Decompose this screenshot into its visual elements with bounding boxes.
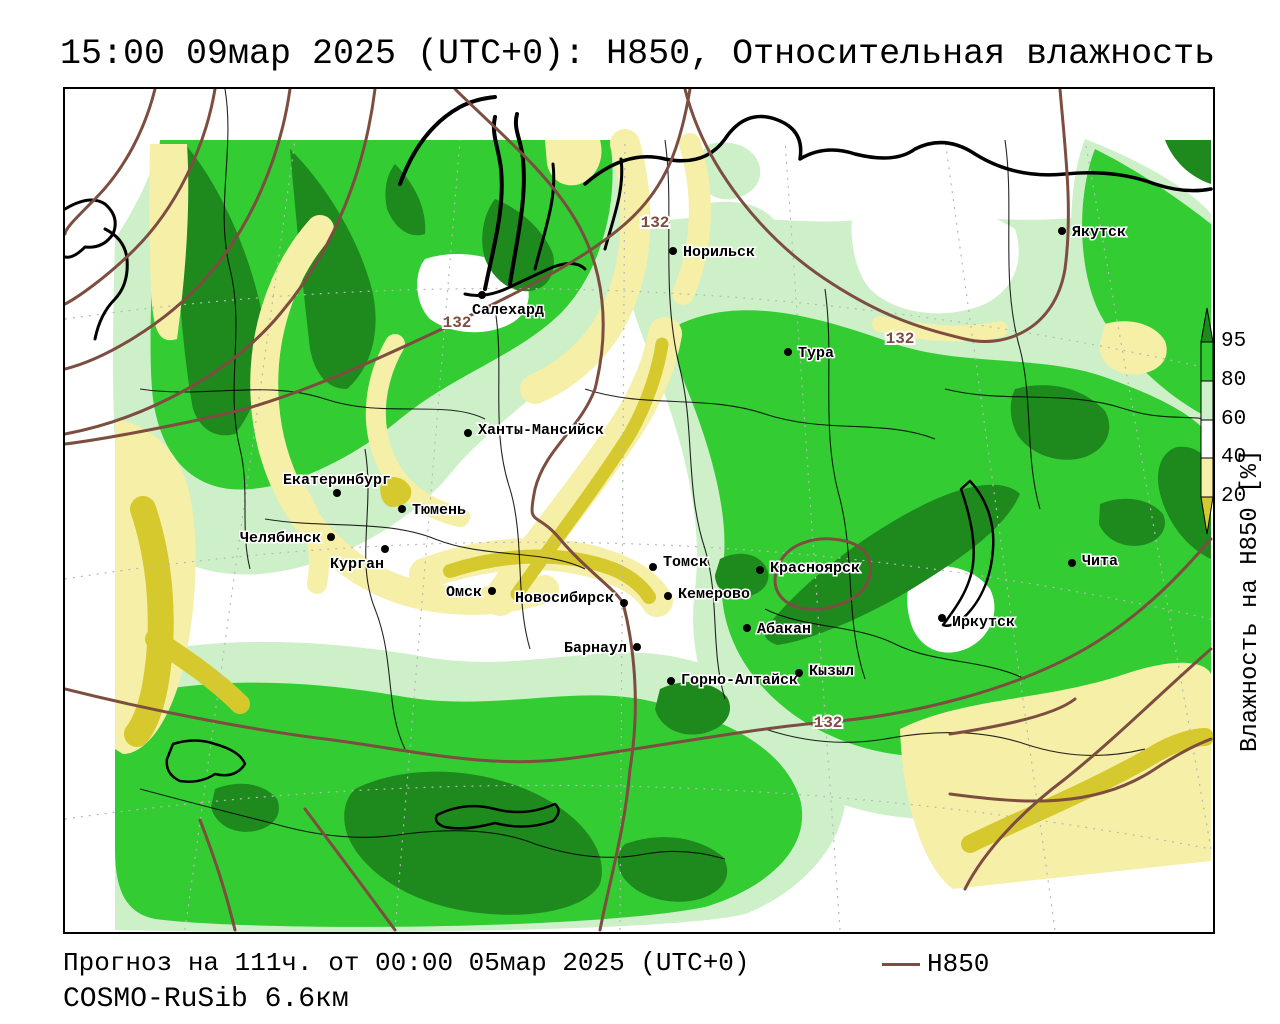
city-label: Тюмень bbox=[412, 502, 466, 519]
city-dot bbox=[664, 592, 672, 600]
contour-value-labels: 132 132 132 132 bbox=[441, 212, 917, 734]
city-label: Якутск bbox=[1072, 224, 1126, 241]
city-label: Абакан bbox=[757, 621, 811, 638]
city-label: Чита bbox=[1082, 553, 1118, 570]
h850-legend-line bbox=[882, 963, 920, 966]
city-dot bbox=[1058, 227, 1066, 235]
coastlines bbox=[65, 95, 1213, 830]
h850-contours bbox=[65, 89, 1213, 932]
contour-label: 132 bbox=[443, 314, 472, 332]
city-dot bbox=[795, 669, 803, 677]
city-dot bbox=[756, 566, 764, 574]
contour-label: 132 bbox=[886, 330, 915, 348]
city-dot bbox=[938, 614, 946, 622]
city-label: Тура bbox=[798, 345, 834, 362]
graticule bbox=[65, 139, 1212, 931]
city-label: Горно-Алтайск bbox=[681, 672, 798, 689]
colorbar-tick: 95 bbox=[1221, 330, 1247, 353]
city-label: Томск bbox=[663, 554, 708, 571]
city-dot bbox=[464, 429, 472, 437]
h850-legend-label: H850 bbox=[927, 949, 990, 979]
weather-map: 132 132 132 132 Норильск Якутск Салехард Тура Х… bbox=[63, 87, 1215, 934]
contour-label: 132 bbox=[814, 714, 843, 732]
city-label: Барнаул bbox=[564, 640, 627, 657]
colorbar-tick: 20 bbox=[1221, 485, 1247, 508]
city-dot bbox=[620, 599, 628, 607]
city-dot bbox=[743, 624, 751, 632]
city-dot bbox=[784, 348, 792, 356]
model-info: COSMO-RuSib 6.6км bbox=[63, 984, 349, 1015]
city-dot bbox=[398, 505, 406, 513]
city-label: Челябинск bbox=[240, 530, 321, 547]
city-label: Омск bbox=[446, 584, 482, 601]
city-label: Красноярск bbox=[770, 560, 860, 577]
city-label: Иркутск bbox=[952, 614, 1015, 631]
city-label: Салехард bbox=[472, 302, 544, 319]
colorbar-tick: 60 bbox=[1221, 408, 1247, 431]
city-label: Ханты-Мансийск bbox=[478, 422, 604, 439]
city-dot bbox=[667, 677, 675, 685]
contour-label: 132 bbox=[641, 214, 670, 232]
forecast-info: Прогноз на 111ч. от 00:00 05мар 2025 (UT… bbox=[63, 948, 750, 978]
city-dot bbox=[1068, 559, 1076, 567]
city-dot bbox=[649, 563, 657, 571]
colorbar-tick: 80 bbox=[1221, 369, 1247, 392]
colorbar-tick: 40 bbox=[1221, 446, 1247, 469]
colorbar-axis-label: Влажность на H850 [%] bbox=[1237, 449, 1264, 753]
city-dot bbox=[669, 247, 677, 255]
city-dot bbox=[381, 545, 389, 553]
city-dot bbox=[488, 587, 496, 595]
city-dot bbox=[633, 643, 641, 651]
city-label: Кызыл bbox=[809, 663, 854, 680]
map-title: 15:00 09мар 2025 (UTC+0): H850, Относите… bbox=[60, 34, 1216, 74]
city-label: Норильск bbox=[683, 244, 755, 261]
city-markers: Норильск Якутск Салехард Тура Ханты-Мансийск… bbox=[238, 223, 1127, 691]
admin-borders bbox=[139, 89, 1212, 860]
city-dot bbox=[478, 291, 486, 299]
city-label: Екатеринбург bbox=[283, 472, 391, 489]
city-label: Курган bbox=[330, 556, 384, 573]
humidity-colorbar bbox=[1200, 307, 1213, 535]
city-dot bbox=[333, 489, 341, 497]
city-label: Новосибирск bbox=[515, 590, 614, 607]
city-dot bbox=[327, 533, 335, 541]
city-label: Кемерово bbox=[678, 586, 750, 603]
